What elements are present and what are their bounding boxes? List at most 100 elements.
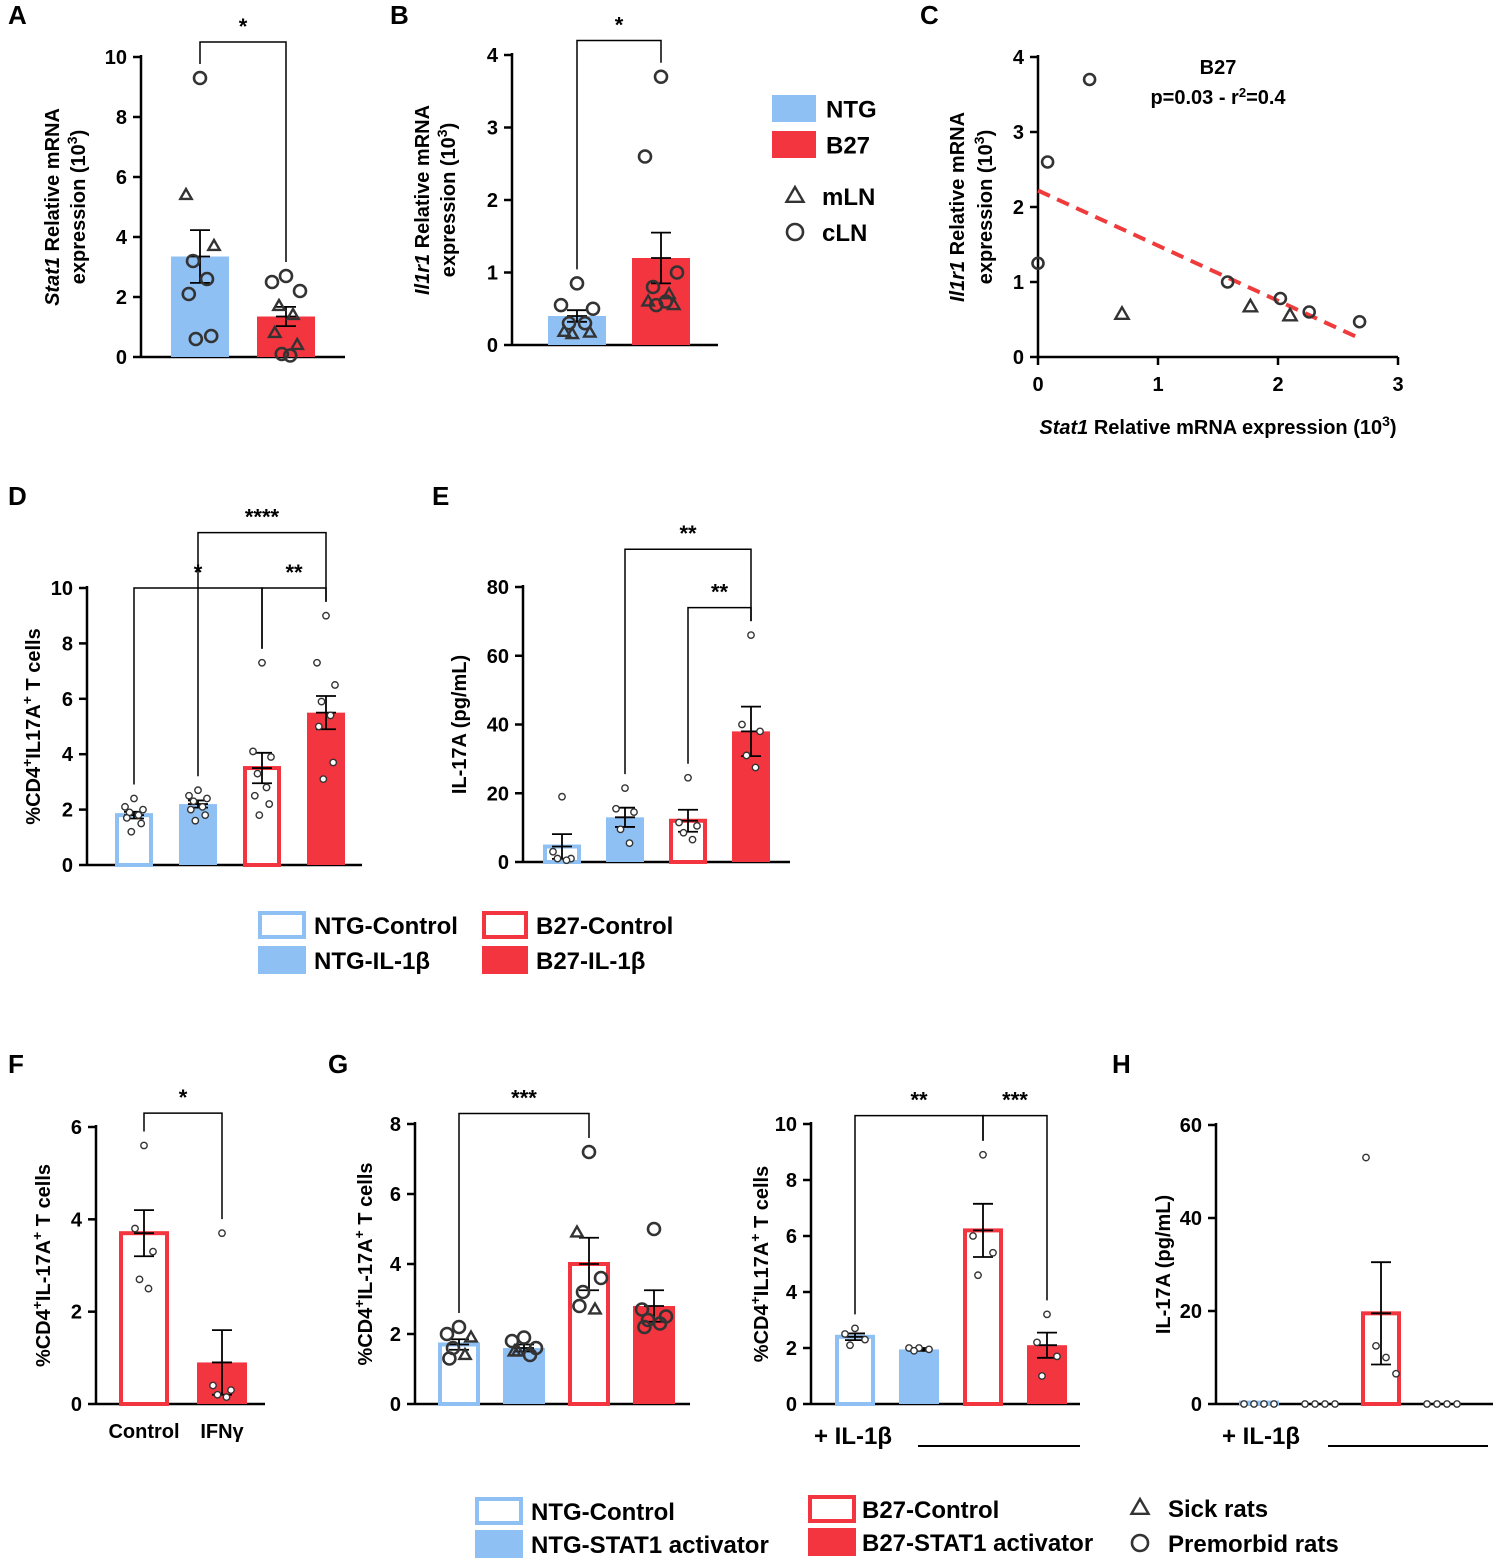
y-tick-label: 2 xyxy=(786,1338,797,1360)
data-point xyxy=(679,828,688,837)
data-point xyxy=(1038,1372,1046,1380)
significance-bracket xyxy=(624,548,752,775)
data-point xyxy=(506,1343,523,1357)
x-axis-label: + IL-1β xyxy=(814,1423,892,1450)
y-tick-label: 4 xyxy=(487,45,499,67)
data-point xyxy=(558,792,566,801)
label-part: Relative mRNA xyxy=(947,112,969,261)
y-axis-label: Il1r1 Relative mRNA xyxy=(412,105,434,295)
legend-fgh: NTG-Control NTG-STAT1 activator B27-Contro… xyxy=(475,1495,1339,1559)
data-point xyxy=(1250,1400,1258,1408)
significance-label: ** xyxy=(285,560,303,585)
data-point xyxy=(616,825,625,834)
significance-label: * xyxy=(239,14,248,39)
label-part: 2 xyxy=(1239,85,1246,100)
data-point xyxy=(192,70,208,86)
label-part: IL17A xyxy=(751,1242,773,1296)
data-point xyxy=(1113,304,1131,320)
label-part: IL-17A xyxy=(33,1240,55,1301)
data-point xyxy=(134,811,143,820)
data-point xyxy=(185,253,201,269)
data-point xyxy=(292,283,308,299)
data-point xyxy=(1281,306,1299,322)
data-point xyxy=(562,856,571,865)
legend-label: cLN xyxy=(822,220,867,247)
data-point xyxy=(122,814,131,822)
data-point xyxy=(1382,1353,1390,1362)
data-point xyxy=(979,1150,987,1159)
data-point xyxy=(188,331,204,347)
data-point xyxy=(693,822,701,830)
y-axis-label: expression (103) xyxy=(434,123,460,278)
significance-label: ** xyxy=(910,1088,928,1113)
data-point xyxy=(625,839,634,847)
data-point xyxy=(684,773,692,782)
data-point xyxy=(1433,1400,1441,1408)
significance-label: ** xyxy=(711,580,729,605)
data-point xyxy=(314,722,323,731)
bar xyxy=(119,1231,169,1407)
data-point xyxy=(1273,291,1288,306)
legend-swatch xyxy=(482,911,528,939)
significance-bracket xyxy=(261,587,327,649)
x-tick-label: 0 xyxy=(1032,374,1043,396)
data-point xyxy=(652,1316,668,1331)
y-tick-label: 0 xyxy=(1013,347,1024,369)
legend-swatch xyxy=(808,1528,856,1556)
data-point xyxy=(319,775,328,784)
y-tick-label: 10 xyxy=(51,578,73,600)
legend-label: B27 xyxy=(826,133,870,160)
legend-swatch xyxy=(258,946,306,974)
legend-label: NTG-Control xyxy=(531,1499,675,1526)
data-point xyxy=(274,346,290,362)
data-point xyxy=(135,1275,144,1284)
bar xyxy=(963,1228,1003,1407)
y-tick-label: 8 xyxy=(116,107,127,129)
data-point xyxy=(1362,1153,1370,1162)
label-part: ) xyxy=(975,130,997,137)
significance-bracket xyxy=(576,39,662,270)
x-tick-label: 3 xyxy=(1392,374,1403,396)
x-category-label: Control xyxy=(108,1421,179,1443)
data-point xyxy=(178,186,194,201)
data-point xyxy=(203,328,219,344)
data-point xyxy=(1043,1310,1051,1319)
y-axis-label: expression (103) xyxy=(64,130,90,285)
label-part: %CD4 xyxy=(355,1307,377,1366)
data-point xyxy=(329,758,338,767)
data-point xyxy=(203,794,211,803)
panel-letter-c: C xyxy=(920,0,939,30)
y-tick-label: 0 xyxy=(116,347,127,369)
data-point xyxy=(1443,1400,1451,1408)
data-point xyxy=(669,265,685,280)
data-point xyxy=(989,1248,997,1257)
y-axis-label: %CD4+IL-17A+ T cells xyxy=(29,1164,55,1367)
data-point xyxy=(1260,1400,1268,1408)
data-point xyxy=(317,697,326,706)
data-point xyxy=(658,294,674,309)
data-point xyxy=(585,301,601,317)
data-point xyxy=(255,811,264,820)
data-point xyxy=(249,747,257,756)
legend-label: B27-Control xyxy=(536,913,673,940)
data-point xyxy=(1311,1400,1319,1408)
legend-label: Premorbid rats xyxy=(1168,1531,1339,1558)
data-point xyxy=(1130,1533,1150,1553)
y-axis-label: Il1r1 Relative mRNA xyxy=(947,112,969,302)
y-tick-label: 6 xyxy=(71,1117,82,1139)
panel-letter-e: E xyxy=(432,481,449,511)
data-point xyxy=(250,791,259,800)
y-tick-label: 6 xyxy=(62,689,73,711)
data-point xyxy=(577,315,593,331)
y-tick-label: 8 xyxy=(390,1114,401,1136)
data-point xyxy=(199,271,215,287)
bar xyxy=(438,1342,480,1406)
data-point xyxy=(630,808,638,817)
data-point xyxy=(1331,1400,1339,1408)
label-part: T cells xyxy=(355,1162,377,1230)
label-part: %CD4 xyxy=(751,1304,773,1363)
panel-letter-f: F xyxy=(8,1049,24,1079)
y-tick-label: 10 xyxy=(775,1114,797,1136)
data-point xyxy=(262,783,271,792)
